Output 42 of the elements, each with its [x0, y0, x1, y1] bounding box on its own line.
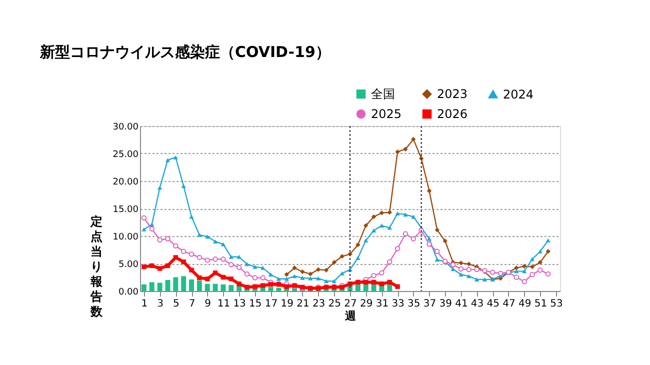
legend-label: 2023	[437, 87, 468, 102]
y-tick-label: 30.00	[112, 122, 139, 132]
x-tick-label: 25	[328, 298, 342, 310]
legend-label: 2026	[437, 107, 468, 121]
x-tick-label: 27	[344, 298, 357, 310]
legend-label: 2025	[371, 107, 402, 121]
x-tick-label: 39	[439, 298, 452, 310]
x-tick-label: 5	[172, 298, 180, 310]
y-tick-label: 15.00	[112, 205, 139, 215]
x-tick-label: 19	[280, 298, 294, 310]
x-tick-label: 45	[486, 298, 500, 310]
y-tick-label: 5.00	[118, 260, 139, 270]
x-tick-label: 7	[188, 298, 196, 310]
x-tick-label: 33	[392, 298, 404, 310]
x-tick-label: 9	[204, 298, 212, 310]
y-tick-label: 20.00	[112, 178, 139, 188]
x-tick-label: 17	[264, 298, 278, 310]
chart-title: 新型コロナウイルス感染症（COVID-19）	[39, 43, 330, 61]
x-tick-label: 37	[423, 298, 436, 310]
x-tick-label: 53	[550, 298, 563, 310]
x-tick-label: 15	[249, 298, 262, 310]
x-tick-label: 29	[360, 298, 373, 310]
legend-label: 全国	[371, 87, 395, 102]
x-tick-label: 3	[157, 298, 164, 310]
x-tick-label: 51	[534, 298, 548, 310]
x-axis-title: 週	[344, 310, 357, 322]
x-tick-label: 21	[296, 298, 310, 310]
x-tick-label: 43	[470, 298, 484, 310]
y-tick-label: 10.00	[112, 232, 139, 242]
x-tick-label: 23	[312, 298, 326, 310]
y-tick-label: 25.00	[112, 150, 139, 160]
x-tick-label: 41	[455, 298, 468, 310]
x-tick-label: 11	[217, 298, 230, 310]
x-tick-label: 35	[408, 298, 420, 310]
x-tick-label: 49	[518, 298, 532, 310]
x-tick-label: 1	[141, 298, 148, 310]
x-tick-label: 31	[376, 298, 389, 310]
x-tick-label: 47	[502, 298, 516, 310]
x-tick-label: 13	[233, 298, 246, 310]
y-axis-title: 定点当り報告数	[90, 214, 104, 318]
y-tick-label: 0.00	[118, 288, 139, 298]
legend-label: 2024	[503, 87, 534, 102]
